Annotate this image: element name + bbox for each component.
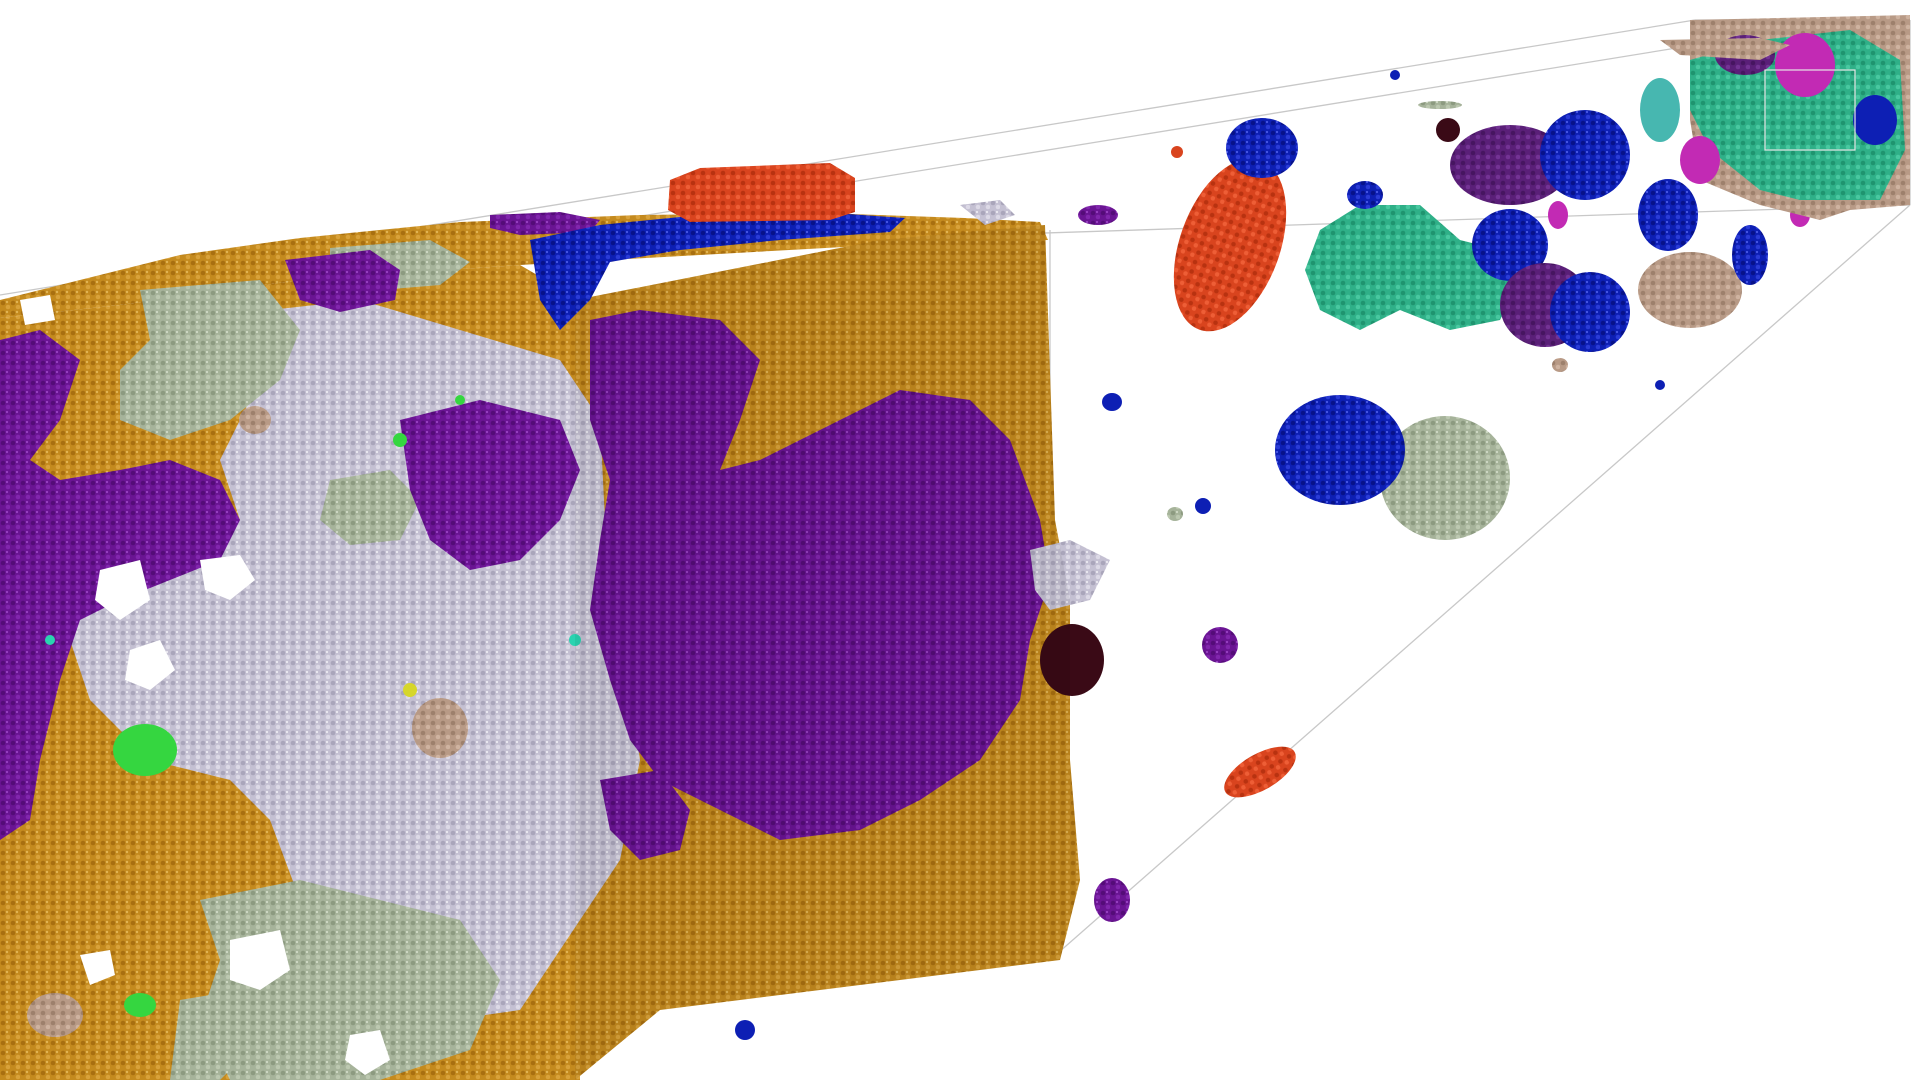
main-particle-block (0, 163, 1130, 1080)
magenta-grain (1548, 201, 1568, 229)
vermilion-grain (1173, 158, 1287, 332)
tan-inclusion (412, 698, 468, 758)
vermilion-grain-top (668, 163, 855, 222)
lime-inclusion (455, 395, 465, 405)
blue-fragment (1390, 70, 1400, 80)
violet-fragment (1078, 205, 1118, 225)
far-cluster-blue (1853, 95, 1897, 145)
pore-void (125, 640, 175, 690)
blue-inclusion (735, 1020, 755, 1040)
far-cluster-magenta (1775, 33, 1835, 97)
tan-fragment (1552, 358, 1568, 372)
blue-grain (1638, 179, 1698, 251)
tan-inclusion (27, 993, 83, 1037)
distant-grains (1102, 15, 1910, 798)
violet-phase-mid-left (400, 400, 580, 570)
violet-phase-top-center (490, 212, 600, 235)
yellow-inclusion (403, 683, 417, 697)
blue-fragment (1655, 380, 1665, 390)
sage-phase-mid (320, 470, 420, 545)
tan-inclusion (239, 406, 271, 434)
violet-fragment (1202, 627, 1238, 663)
pore-void (80, 950, 115, 985)
lime-inclusion (393, 433, 407, 447)
maroon-grain (1436, 118, 1460, 142)
blue-grain (1540, 110, 1630, 200)
violet-fragment (0, 346, 33, 374)
violet-fragment (1094, 878, 1130, 922)
violet-phase-top-left (285, 250, 400, 312)
blue-grain (1347, 181, 1383, 209)
sage-phase-edge (170, 990, 260, 1080)
block-shading (575, 225, 1080, 1080)
vermilion-fragment (1171, 146, 1183, 158)
violet-phase-center (590, 310, 1050, 840)
tan-grain (1638, 252, 1742, 328)
lime-inclusion (124, 993, 156, 1017)
pore-void (20, 295, 55, 325)
sage-phase-left (120, 280, 300, 440)
far-cluster-box (1764, 69, 1856, 151)
pore-void (230, 930, 290, 990)
cyan-inclusion (45, 635, 55, 645)
grey-grain-edge (1030, 540, 1110, 610)
violet-phase-lower (600, 770, 690, 860)
sage-phase-lower (200, 880, 500, 1080)
teal-grain (1305, 205, 1520, 330)
blue-fragment (1102, 393, 1122, 411)
blue-grain (1275, 395, 1405, 505)
blue-grain (1550, 272, 1630, 352)
lime-inclusion (113, 724, 177, 776)
plum-grain (1450, 125, 1570, 205)
sage-fragment (1418, 101, 1462, 109)
sage-grain (1380, 416, 1510, 540)
far-cluster-magenta (1680, 136, 1720, 184)
cyan-inclusion (569, 634, 581, 646)
blue-grain (1472, 209, 1548, 281)
sage-fragment (1167, 507, 1183, 521)
blue-fragment (1195, 498, 1211, 514)
vermilion-fragment (1224, 746, 1296, 798)
far-cluster-ledge (1660, 38, 1790, 60)
grey-grain-top-right (960, 200, 1015, 225)
pore-void (95, 560, 150, 620)
blue-grain (1226, 118, 1298, 178)
pore-void (345, 1030, 390, 1075)
pore-void (200, 555, 255, 600)
maroon-grain (1040, 624, 1104, 696)
aqua-grain (1640, 78, 1680, 142)
blue-grain (1732, 225, 1768, 285)
blue-phase-top (530, 212, 905, 330)
